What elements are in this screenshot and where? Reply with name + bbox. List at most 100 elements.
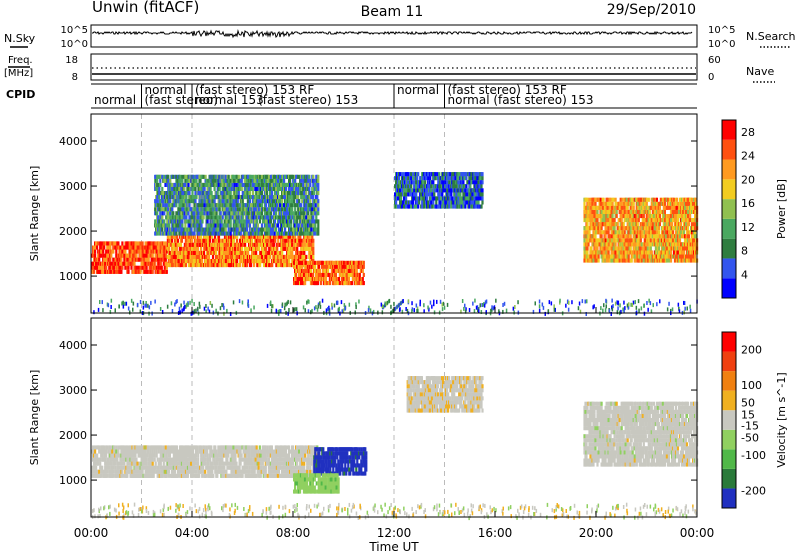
power-cell <box>254 215 256 219</box>
power-cell <box>259 211 261 215</box>
power-cell <box>156 266 158 270</box>
power-cell <box>673 198 675 202</box>
power-cell <box>309 179 311 183</box>
power-cell <box>274 247 276 251</box>
power-cell <box>317 269 319 273</box>
power-cell <box>261 203 263 207</box>
power-cell <box>362 277 364 281</box>
power-cell <box>267 179 269 183</box>
power-cell <box>135 254 137 258</box>
power-cell <box>607 198 609 202</box>
power-cell <box>169 211 171 215</box>
power-cell <box>230 191 232 195</box>
power-cell <box>285 215 287 219</box>
power-cell <box>227 187 229 191</box>
power-cell <box>300 191 302 195</box>
power-cell <box>665 238 667 242</box>
power-cell <box>679 234 681 238</box>
power-cell <box>611 210 613 214</box>
power-cell <box>223 199 225 203</box>
power-cell <box>187 211 189 215</box>
power-cell <box>636 234 638 238</box>
power-cell <box>223 228 225 232</box>
power-cell <box>183 255 185 259</box>
power-echo-region-4 <box>583 198 698 263</box>
power-cell <box>691 222 693 226</box>
power-cell <box>117 241 119 245</box>
power-cell <box>692 259 694 263</box>
power-cell <box>673 202 675 206</box>
power-cell <box>649 218 651 222</box>
power-cell <box>599 222 601 226</box>
power-cell <box>168 247 170 251</box>
power-cell <box>190 259 192 263</box>
power-cell <box>640 246 642 250</box>
power-cell <box>123 262 125 266</box>
power-cell <box>281 251 283 255</box>
power-cell <box>178 203 180 207</box>
power-cell <box>601 226 603 230</box>
power-cell <box>187 187 189 191</box>
power-cell <box>216 195 218 199</box>
power-cell <box>169 179 171 183</box>
power-cell <box>171 207 173 211</box>
power-cell <box>642 246 644 250</box>
power-cell <box>165 241 167 245</box>
power-cell <box>213 179 215 183</box>
power-cell <box>148 258 150 262</box>
power-cell <box>212 247 214 251</box>
power-cell <box>237 207 239 211</box>
power-cell <box>592 222 594 226</box>
power-cell <box>595 238 597 242</box>
power-cell <box>277 259 279 263</box>
power-cell <box>337 281 339 285</box>
power-cell <box>326 281 328 285</box>
power-cell <box>191 219 193 223</box>
power-cell <box>271 179 273 183</box>
power-cell <box>116 270 118 274</box>
power-cell <box>594 234 596 238</box>
power-cell <box>314 228 316 232</box>
power-cell <box>291 195 293 199</box>
power-cell <box>135 241 137 245</box>
power-cell <box>650 246 652 250</box>
power-cell <box>284 228 286 232</box>
power-cell <box>94 254 96 258</box>
power-cell <box>615 238 617 242</box>
power-cell <box>245 247 247 251</box>
power-cell <box>239 228 241 232</box>
power-cell <box>207 228 209 232</box>
power-cell <box>324 269 326 273</box>
power-cell <box>188 191 190 195</box>
power-cell <box>281 255 283 259</box>
power-cell <box>258 247 260 251</box>
power-cell <box>213 219 215 223</box>
power-cell <box>218 195 220 199</box>
power-cell <box>156 223 158 227</box>
power-cell <box>174 195 176 199</box>
power-cell <box>92 254 94 258</box>
power-cell <box>295 255 297 259</box>
power-cell <box>653 214 655 218</box>
freq-strip-frame <box>91 54 697 80</box>
power-cell <box>316 195 318 199</box>
power-cell <box>672 242 674 246</box>
freq-bottom-tick: 8 <box>72 72 78 83</box>
power-cell <box>296 247 298 251</box>
power-cell <box>613 250 615 254</box>
noise-right-bottom-tick: 10^0 <box>708 39 735 50</box>
power-cell <box>286 263 288 267</box>
power-cell <box>412 180 414 184</box>
cpid-label-4: normal 153 <box>195 93 264 107</box>
power-cell <box>621 246 623 250</box>
power-cell <box>634 226 636 230</box>
power-cell <box>266 228 268 232</box>
power-cell <box>693 222 695 226</box>
power-cell <box>256 183 258 187</box>
power-cell <box>278 207 280 211</box>
power-cell <box>640 226 642 230</box>
power-cell <box>158 187 160 191</box>
power-cell <box>305 195 307 199</box>
power-cell <box>303 195 305 199</box>
power-cell <box>335 281 337 285</box>
